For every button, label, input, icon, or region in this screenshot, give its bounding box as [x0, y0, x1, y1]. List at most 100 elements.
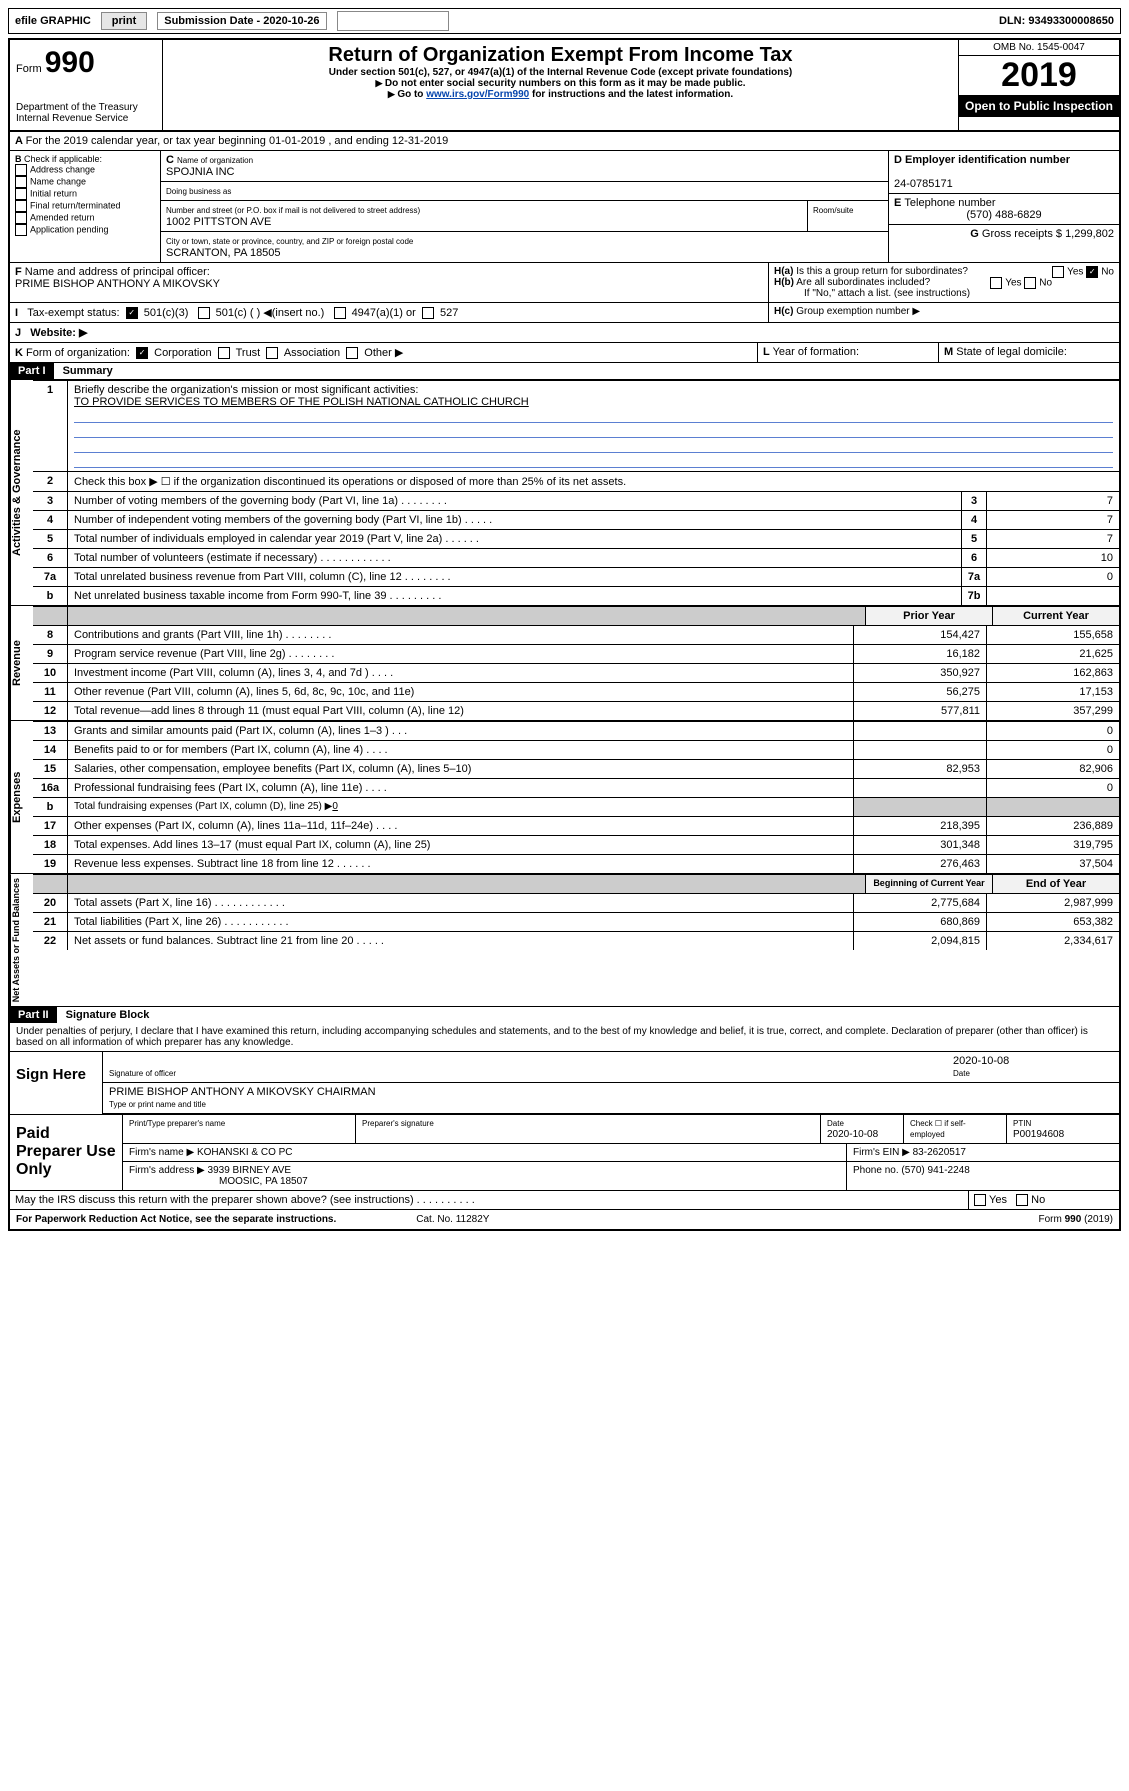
gross-label: Gross receipts $ — [982, 228, 1062, 240]
application-pending-checkbox[interactable] — [15, 224, 27, 236]
toolbar-blank — [337, 11, 449, 31]
box-B: B Check if applicable: Address change Na… — [10, 151, 161, 262]
phone-label: Telephone number — [904, 197, 995, 209]
dln-label: DLN: 93493300008650 — [995, 15, 1118, 27]
governance-label: Activities & Governance — [10, 380, 33, 605]
line15-py: 82,953 — [853, 760, 986, 778]
year-formation-label: Year of formation: — [773, 346, 859, 358]
assoc-checkbox[interactable] — [266, 347, 278, 359]
discuss-row: May the IRS discuss this return with the… — [10, 1190, 1119, 1209]
box-C: C Name of organization SPOJNIA INC Doing… — [161, 151, 889, 262]
line9-cy: 21,625 — [986, 645, 1119, 663]
form-title: Return of Organization Exempt From Incom… — [171, 44, 950, 67]
Ha-no[interactable]: ✓ — [1086, 266, 1098, 278]
line17-cy: 236,889 — [986, 817, 1119, 835]
other-checkbox[interactable] — [346, 347, 358, 359]
line8-label: Contributions and grants (Part VIII, lin… — [68, 626, 853, 644]
Ha-yes[interactable] — [1052, 266, 1064, 278]
4947-checkbox[interactable] — [334, 307, 346, 319]
firm-ein-label: Firm's EIN ▶ — [853, 1147, 910, 1158]
amended-return-checkbox[interactable] — [15, 212, 27, 224]
Hb-yes[interactable] — [990, 277, 1002, 289]
Hb-label: Are all subordinates included? — [796, 277, 930, 288]
line7a-label: Total unrelated business revenue from Pa… — [68, 568, 961, 586]
addr-value: 1002 PITTSTON AVE — [166, 216, 271, 228]
527-checkbox[interactable] — [422, 307, 434, 319]
subdate-label: Submission Date - 2020-10-26 — [153, 15, 330, 27]
part2-header: Part II Signature Block — [10, 1006, 1119, 1023]
header-center: Return of Organization Exempt From Incom… — [163, 40, 958, 130]
firm-name-value: KOHANSKI & CO PC — [197, 1147, 293, 1158]
netassets-section: Net Assets or Fund Balances Beginning of… — [10, 873, 1119, 1006]
sign-here-section: Sign Here Signature of officer 2020-10-0… — [10, 1051, 1119, 1114]
part1-title: Summary — [57, 362, 119, 380]
line4-label: Number of independent voting members of … — [68, 511, 961, 529]
eoy-header: End of Year — [992, 875, 1119, 893]
room-label: Room/suite — [813, 206, 853, 215]
prep-date-label: Date — [827, 1119, 844, 1128]
state-domicile-label: State of legal domicile: — [956, 346, 1067, 358]
line20-cy: 2,987,999 — [986, 894, 1119, 912]
netassets-label: Net Assets or Fund Balances — [10, 874, 33, 1006]
phone-value: (570) 488-6829 — [894, 209, 1114, 221]
governance-section: Activities & Governance 1 Briefly descri… — [10, 379, 1119, 605]
name-change-checkbox[interactable] — [15, 176, 27, 188]
officer-name-label: Type or print name and title — [109, 1100, 206, 1109]
corp-checkbox[interactable]: ✓ — [136, 347, 148, 359]
address-change-checkbox[interactable] — [15, 164, 27, 176]
form-footer: For Paperwork Reduction Act Notice, see … — [10, 1209, 1119, 1229]
line2-label: Check this box ▶ ☐ if the organization d… — [68, 472, 1119, 491]
line16b-value: 0 — [332, 801, 338, 812]
open-inspection: Open to Public Inspection — [959, 95, 1119, 117]
footer-center: Cat. No. 11282Y — [416, 1214, 489, 1225]
row-I: I Tax-exempt status: ✓ 501(c)(3) 501(c) … — [10, 302, 1119, 322]
subtitle-3: Go to www.irs.gov/Form990 for instructio… — [171, 89, 950, 100]
line-A-text2: , and ending 12-31-2019 — [328, 135, 448, 147]
row-KLM: K Form of organization: ✓ Corporation Tr… — [10, 342, 1119, 362]
line15-cy: 82,906 — [986, 760, 1119, 778]
prep-name-label: Print/Type preparer's name — [129, 1119, 225, 1128]
discuss-yes[interactable] — [974, 1194, 986, 1206]
addr-label: Number and street (or P.O. box if mail i… — [166, 206, 420, 215]
declaration-text: Under penalties of perjury, I declare th… — [10, 1023, 1119, 1051]
officer-value: PRIME BISHOP ANTHONY A MIKOVSKY — [15, 278, 220, 290]
prep-sig-label: Preparer's signature — [362, 1119, 434, 1128]
501c3-checkbox[interactable]: ✓ — [126, 307, 138, 319]
Hc-label: Group exemption number ▶ — [796, 306, 920, 317]
line13-label: Grants and similar amounts paid (Part IX… — [68, 722, 853, 740]
line1-label: Briefly describe the organization's miss… — [74, 384, 418, 396]
firm-phone-value: (570) 941-2248 — [901, 1165, 969, 1176]
sign-date-value: 2020-10-08 — [953, 1055, 1009, 1067]
firm-phone-label: Phone no. — [853, 1165, 899, 1176]
officer-label: Name and address of principal officer: — [25, 266, 210, 278]
Hb-no[interactable] — [1024, 277, 1036, 289]
tax-status-label: Tax-exempt status: — [27, 307, 119, 319]
firm-addr-label: Firm's address ▶ — [129, 1165, 205, 1176]
box-H: H(a) Is this a group return for subordin… — [769, 263, 1119, 302]
line10-cy: 162,863 — [986, 664, 1119, 682]
Hb2-label: If "No," attach a list. (see instruction… — [774, 288, 970, 299]
line-A-text: For the 2019 calendar year, or tax year … — [26, 135, 326, 147]
header-right: OMB No. 1545-0047 2019 Open to Public In… — [958, 40, 1119, 130]
print-button[interactable]: print — [101, 12, 147, 30]
line13-cy: 0 — [986, 722, 1119, 740]
dba-label: Doing business as — [166, 187, 231, 196]
opt-amended-return: Amended return — [30, 212, 95, 222]
initial-return-checkbox[interactable] — [15, 188, 27, 200]
instructions-link[interactable]: www.irs.gov/Form990 — [426, 89, 529, 100]
final-return-checkbox[interactable] — [15, 200, 27, 212]
line18-label: Total expenses. Add lines 13–17 (must eq… — [68, 836, 853, 854]
row-J: J Website: ▶ — [10, 322, 1119, 342]
discuss-no[interactable] — [1016, 1194, 1028, 1206]
line6-label: Total number of volunteers (estimate if … — [68, 549, 961, 567]
line15-label: Salaries, other compensation, employee b… — [68, 760, 853, 778]
prior-year-header: Prior Year — [865, 607, 992, 625]
ptin-label: PTIN — [1013, 1119, 1031, 1128]
ein-value: 24-0785171 — [894, 178, 953, 190]
501c-checkbox[interactable] — [198, 307, 210, 319]
form-of-org-label: Form of organization: — [26, 347, 130, 359]
trust-checkbox[interactable] — [218, 347, 230, 359]
line10-py: 350,927 — [853, 664, 986, 682]
opt-app-pending: Application pending — [30, 224, 109, 234]
line20-label: Total assets (Part X, line 16) . . . . .… — [68, 894, 853, 912]
